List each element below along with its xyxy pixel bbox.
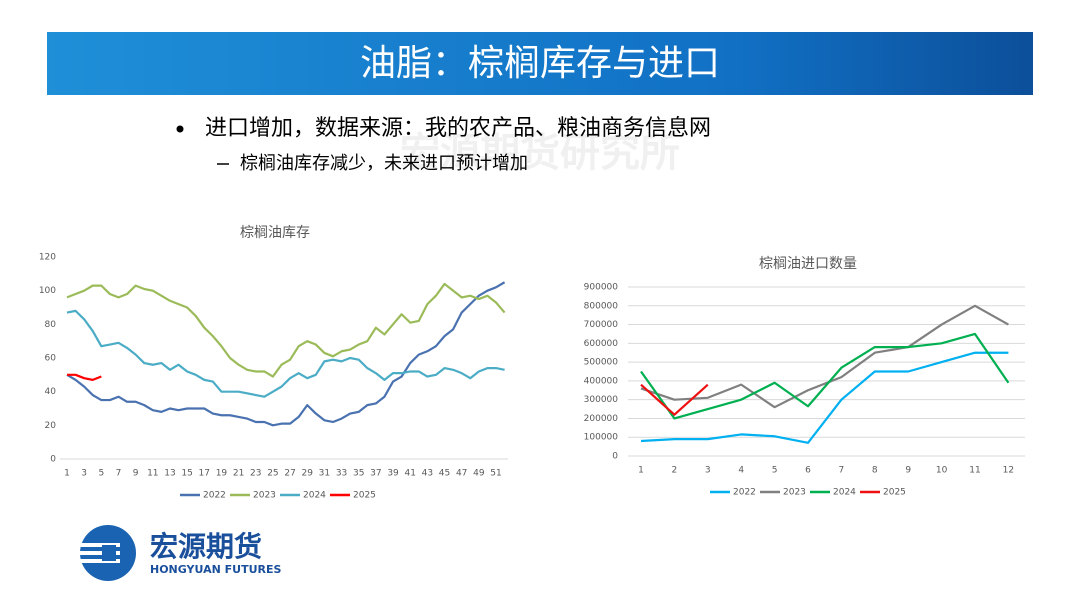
x-tick-label: 9 [905,466,911,476]
y-tick-label: 400000 [584,376,619,386]
legend-label: 2022 [203,491,226,501]
x-tick-label: 8 [872,466,878,476]
x-tick-label: 5 [772,466,778,476]
x-tick-label: 3 [705,466,711,476]
legend-label: 2023 [783,488,806,498]
x-tick-label: 37 [370,469,381,479]
y-tick-label: 80 [45,320,57,330]
x-tick-label: 1 [64,469,70,479]
legend-label: 2022 [733,488,756,498]
x-tick-label: 49 [473,469,485,479]
x-tick-label: 23 [250,469,261,479]
bullet-text: 进口增加，数据来源：我的农产品、粮油商务信息网 [205,116,711,141]
x-tick-label: 1 [638,466,644,476]
series-line [640,351,1009,444]
watermark: 宏源期货研究所 [400,130,680,176]
logo-english: HONGYUAN FUTURES [150,563,282,576]
y-tick-label: 40 [45,387,57,397]
x-tick-label: 27 [284,469,295,479]
series-line [640,304,1009,409]
y-tick-label: 20 [45,421,57,431]
legend-label: 2025 [353,491,376,501]
series-line [640,383,709,416]
x-tick-label: 7 [116,469,122,479]
chart-title: 棕榈油库存 [240,225,310,241]
x-tick-label: 35 [353,469,364,479]
x-tick-label: 15 [181,469,192,479]
y-tick-label: 800000 [584,301,619,311]
y-tick-label: 120 [39,253,56,263]
logo-stripe [80,551,120,555]
series-line [66,282,506,378]
chart-title: 棕榈油进口数量 [759,256,857,272]
x-tick-label: 47 [456,469,467,479]
x-tick-label: 10 [936,466,948,476]
x-tick-label: 7 [839,466,845,476]
series-line [66,309,505,398]
series-line [67,373,102,381]
x-tick-label: 5 [98,469,104,479]
logo-stripe [80,543,120,547]
legend-label: 2024 [303,491,326,501]
x-tick-label: 43 [422,469,433,479]
x-tick-label: 21 [233,469,244,479]
x-tick-label: 11 [147,469,158,479]
y-tick-label: 500000 [584,358,619,368]
x-tick-label: 33 [336,469,347,479]
y-tick-label: 700000 [584,320,619,330]
y-tick-label: 100 [39,286,56,296]
x-tick-label: 3 [81,469,87,479]
logo-core [102,545,116,561]
x-tick-label: 51 [490,469,501,479]
slide-title: 油脂：棕榈库存与进口 [360,43,720,84]
y-tick-label: 200000 [584,414,619,424]
x-tick-label: 31 [319,469,330,479]
x-tick-label: 25 [267,469,278,479]
y-tick-label: 100000 [584,433,619,443]
x-tick-label: 39 [387,469,399,479]
x-tick-label: 9 [133,469,139,479]
y-tick-label: 900000 [584,283,619,293]
y-tick-label: 0 [50,455,56,465]
x-tick-label: 11 [969,466,980,476]
sub-bullet-text: 棕榈油库存减少，未来进口预计增加 [240,153,528,174]
x-tick-label: 12 [1003,466,1014,476]
x-tick-label: 2 [672,466,678,476]
x-tick-label: 41 [404,469,415,479]
y-tick-label: 300000 [584,395,619,405]
x-tick-label: 6 [805,466,811,476]
legend-label: 2024 [833,488,856,498]
y-tick-label: 60 [45,354,57,364]
logo-stripe [80,559,120,563]
y-tick-label: 600000 [584,339,619,349]
x-tick-label: 45 [439,469,450,479]
x-tick-label: 13 [164,469,175,479]
x-tick-label: 29 [302,469,314,479]
bullet-dot [176,125,184,133]
legend-label: 2025 [883,488,906,498]
logo: 宏源期货 HONGYUAN FUTURES [80,525,282,581]
series-line [66,281,506,427]
legend-label: 2023 [253,491,276,501]
series-line [640,332,1010,420]
x-tick-label: 17 [199,469,210,479]
header-banner [47,32,1033,95]
x-tick-label: 4 [738,466,744,476]
y-tick-label: 0 [612,452,618,462]
logo-name: 宏源期货 [150,530,262,563]
x-tick-label: 19 [216,469,228,479]
